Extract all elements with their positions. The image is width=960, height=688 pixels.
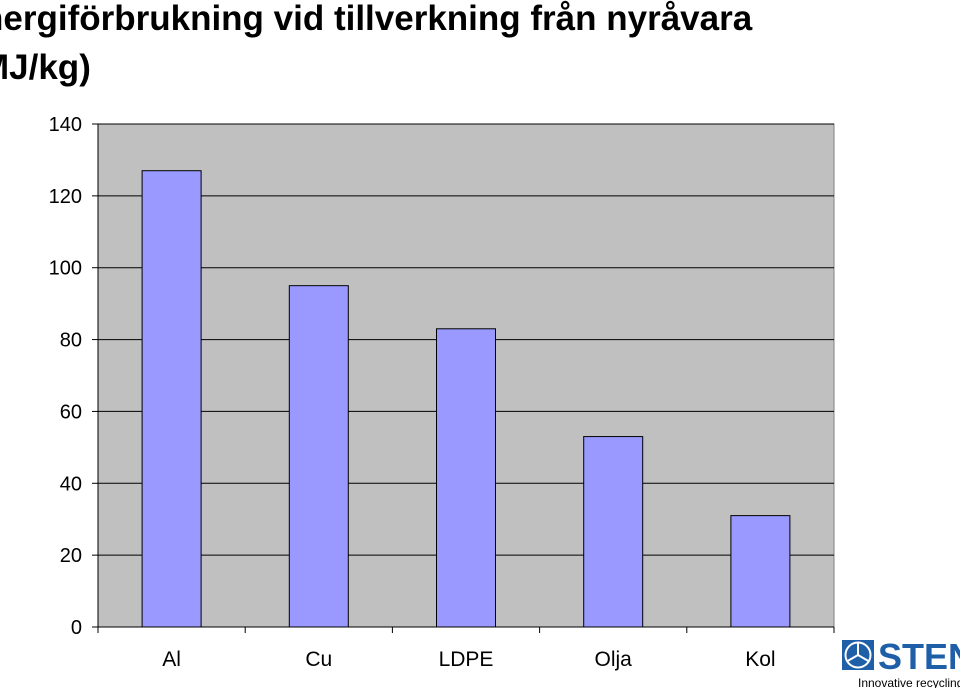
bar-ldpe: [436, 328, 496, 628]
stena-wordmark: STENA: [878, 636, 960, 677]
x-category-label: LDPE: [439, 648, 494, 671]
y-tick-label: 20: [60, 545, 82, 567]
y-tick-label: 120: [49, 186, 82, 208]
x-category-label: Kol: [745, 648, 775, 671]
bar-olja: [583, 436, 644, 628]
y-axis: 0 20 40 60 80 100 120 140: [49, 114, 99, 639]
y-tick-label: 80: [60, 330, 82, 352]
y-tick-label: 40: [60, 473, 82, 495]
bar-cu: [288, 285, 349, 628]
x-axis: Al Cu LDPE Olja Kol: [97, 626, 835, 671]
x-category-label: Olja: [595, 648, 633, 671]
bar-al: [141, 170, 202, 628]
stena-badge-icon: [842, 640, 874, 670]
y-tick-label: 140: [49, 114, 82, 136]
bar-kol: [730, 515, 791, 628]
chart-title-line-1: nergiförbrukning vid tillverkning från n…: [0, 0, 753, 38]
stena-logo-graphic: STENA Innovative recycling: [842, 636, 960, 688]
bars: [141, 170, 791, 628]
stena-logo: STENA Innovative recycling: [842, 636, 960, 688]
y-tick-label: 60: [60, 401, 82, 423]
y-tick-label: 100: [49, 258, 82, 280]
x-category-label: Cu: [305, 648, 332, 671]
stena-tagline: Innovative recycling: [858, 676, 960, 688]
y-tick-label: 0: [71, 617, 82, 639]
x-category-label: Al: [162, 648, 181, 671]
chart-title-line-2: MJ/kg): [0, 48, 91, 87]
